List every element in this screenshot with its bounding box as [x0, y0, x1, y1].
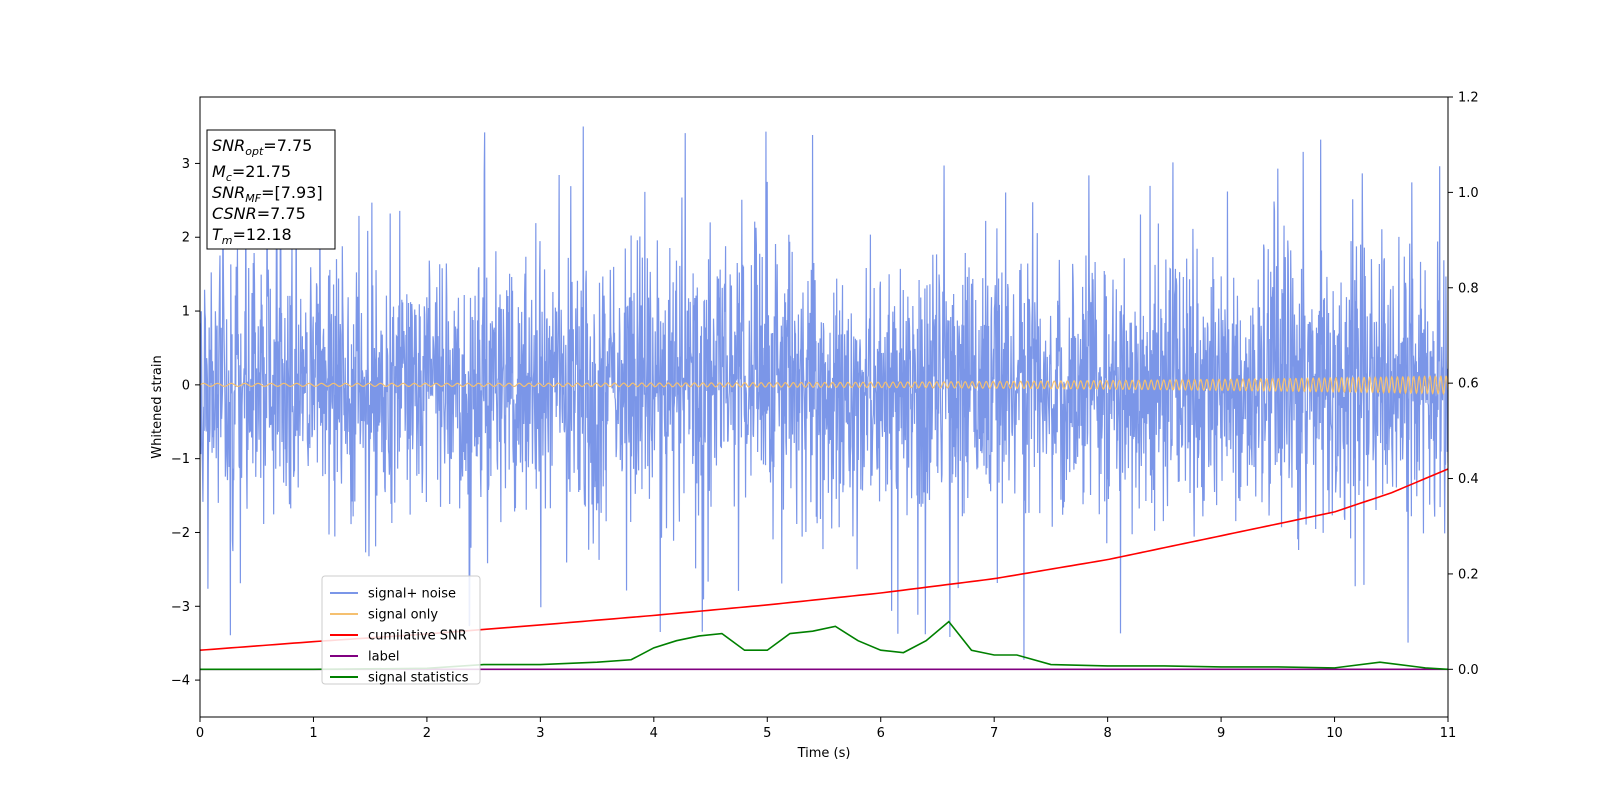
y2-tick-label: 0.0	[1458, 663, 1479, 678]
y2-tick-label: 0.2	[1458, 567, 1479, 582]
y-axis-ticks: −4 −3 −2 −1 0 1 2 3	[171, 157, 200, 689]
legend-label: signal only	[368, 608, 438, 623]
x-tick-label: 1	[309, 726, 317, 741]
annotation-mc: Mc=21.75	[212, 162, 291, 184]
annotation-tm: Tm=12.18	[212, 225, 292, 247]
annotation-box: SNRopt=7.75 Mc=21.75 SNRMF=[7.93] CSNR=7…	[206, 129, 336, 250]
legend: signal+ noise signal only cumilative SNR la…	[321, 575, 481, 686]
signal-only-line	[200, 375, 1448, 396]
y2-tick-label: 1.0	[1458, 186, 1479, 201]
annotation-snr-opt: SNRopt=7.75	[212, 136, 312, 158]
legend-label: signal+ noise	[368, 587, 456, 602]
legend-label: cumilative SNR	[368, 629, 467, 644]
annotation-snr-mf: SNRMF=[7.93]	[212, 183, 323, 205]
series-signal-only	[200, 375, 1448, 396]
y2-tick-label: 0.6	[1458, 377, 1479, 392]
legend-label: signal statistics	[368, 671, 469, 686]
x-tick-label: 3	[536, 726, 544, 741]
x-tick-label: 10	[1326, 726, 1343, 741]
x-tick-label: 4	[650, 726, 658, 741]
signal-statistics-line	[200, 620, 1448, 671]
y-axis-label: Whitened strain	[150, 355, 165, 458]
x-tick-label: 6	[877, 726, 885, 741]
y-tick-label: −2	[171, 526, 190, 541]
series-signal-plus-noise	[200, 126, 1448, 660]
y2-axis-ticks: 0.0 0.2 0.4 0.6 0.8 1.0 1.2	[1448, 91, 1479, 678]
plot-frame	[199, 96, 1449, 718]
annotation-csnr: CSNR=7.75	[212, 204, 306, 223]
y2-tick-label: 1.2	[1458, 91, 1479, 106]
y-tick-label: 2	[182, 231, 190, 246]
x-axis-label: Time (s)	[797, 746, 851, 761]
series-signal-statistics	[200, 620, 1448, 671]
y-tick-label: 3	[182, 157, 190, 172]
x-tick-label: 0	[196, 726, 204, 741]
legend-label: label	[368, 650, 399, 665]
y-tick-label: 0	[182, 378, 190, 393]
y-tick-label: −3	[171, 600, 190, 615]
x-tick-label: 2	[423, 726, 431, 741]
x-tick-label: 5	[763, 726, 771, 741]
signal-plus-noise-line	[200, 126, 1448, 660]
x-tick-label: 8	[1103, 726, 1111, 741]
x-tick-label: 7	[990, 726, 998, 741]
x-axis-ticks: 0 1 2 3 4 5 6 7 8 9 10 11	[196, 717, 1456, 741]
y2-tick-label: 0.8	[1458, 281, 1479, 296]
y-tick-label: −1	[171, 452, 190, 467]
x-tick-label: 11	[1440, 726, 1457, 741]
y-tick-label: 1	[182, 305, 190, 320]
y2-tick-label: 0.4	[1458, 472, 1479, 487]
y-tick-label: −4	[171, 674, 190, 689]
x-tick-label: 9	[1217, 726, 1225, 741]
